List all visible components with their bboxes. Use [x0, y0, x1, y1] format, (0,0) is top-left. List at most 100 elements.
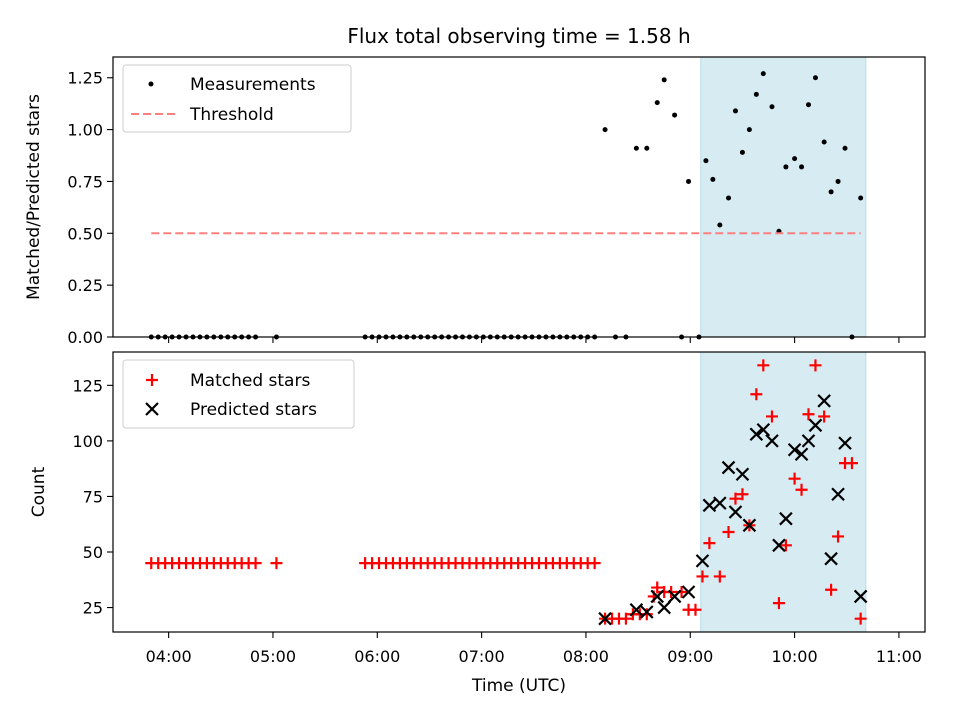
- y-tick-label: 125: [72, 376, 103, 395]
- matched-star-point: [270, 557, 283, 570]
- predicted-star-point: [629, 603, 644, 617]
- measurement-point: [746, 127, 752, 133]
- measurement-point: [760, 71, 766, 77]
- predicted-star-point: [756, 423, 771, 437]
- matched-star-point: [832, 530, 845, 543]
- matched-star-point: [588, 557, 601, 570]
- predicted-star-point: [801, 434, 816, 448]
- y-tick-label: 100: [72, 432, 103, 451]
- matched-star-point: [722, 526, 735, 538]
- legend-threshold-label: Threshold: [189, 105, 274, 125]
- measurement-point: [661, 77, 667, 83]
- bottom-highlight-span: [700, 351, 867, 633]
- matched-star-point: [703, 537, 716, 550]
- matched-star-point: [729, 492, 742, 505]
- y-tick-label: 1.25: [67, 69, 103, 88]
- x-tick-label: 04:00: [146, 647, 192, 666]
- predicted-star-point: [853, 589, 868, 604]
- legend-measurements-dot-icon: [148, 81, 154, 87]
- bottom-legend: Matched stars Predicted stars: [122, 359, 355, 429]
- measurement-point: [821, 139, 827, 145]
- y-tick-label: 0.00: [67, 328, 103, 347]
- y-tick-label: 0.75: [67, 172, 103, 191]
- matched-star-point: [788, 472, 801, 485]
- predicted-star-point: [728, 505, 743, 519]
- measurement-point: [753, 91, 759, 97]
- bottom-y-axis-label: Count: [29, 466, 49, 517]
- matched-star-point: [713, 570, 726, 583]
- measurement-point: [812, 75, 818, 81]
- y-tick-label: 0.50: [67, 224, 103, 243]
- legend-matched-label: Matched stars: [190, 371, 310, 391]
- matched-star-point: [736, 488, 749, 501]
- predicted-star-point: [838, 436, 852, 450]
- predicted-star-point: [742, 518, 757, 533]
- bottom-x-axis-label: Time (UTC): [471, 676, 566, 696]
- matched-star-point: [696, 570, 709, 583]
- predicted-star-point: [640, 605, 654, 619]
- predicted-star-point: [794, 447, 809, 461]
- x-tick-label: 08:00: [563, 647, 609, 666]
- y-tick-label: 75: [83, 487, 103, 506]
- predicted-star-point: [681, 585, 696, 599]
- measurement-point: [739, 149, 745, 155]
- predicted-star-point: [713, 496, 727, 510]
- predicted-star-point: [824, 551, 838, 566]
- measurement-point: [783, 164, 789, 170]
- matched-star-point: [765, 410, 778, 423]
- measurement-point: [602, 127, 608, 133]
- measurement-point: [672, 112, 678, 118]
- bottom-axes-frame: [112, 351, 926, 633]
- matched-star-point: [640, 608, 653, 621]
- top-legend: Measurements Threshold: [122, 64, 352, 133]
- measurement-point: [710, 176, 716, 182]
- predicted-star-point: [695, 554, 710, 568]
- x-tick-label: 05:00: [250, 647, 296, 666]
- top-x-ticks: [168, 337, 900, 343]
- measurement-point: [858, 195, 864, 201]
- predicted-star-point: [650, 589, 665, 604]
- y-tick-label: 25: [83, 599, 103, 618]
- measurement-point: [717, 222, 723, 228]
- x-tick-label: 09:00: [667, 647, 713, 666]
- measurement-point: [732, 108, 738, 114]
- bottom-series-layer: [145, 359, 868, 626]
- bottom-panel: 25 50 75 100 125 04:00 05:00 06:00 07:00 08:00 09…: [29, 351, 926, 696]
- top-y-axis: 0.00 0.25 0.50 0.75 1.00 1.25: [67, 69, 113, 347]
- legend-matched-plus-icon: [146, 374, 158, 386]
- predicted-star-point: [831, 487, 845, 501]
- top-y-axis-label: Matched/Predicted stars: [24, 94, 44, 300]
- predicted-star-point: [772, 538, 786, 553]
- measurement-point: [726, 195, 732, 201]
- top-highlight-span: [700, 56, 867, 338]
- predicted-star-point: [657, 600, 671, 615]
- predicted-star-point: [735, 467, 750, 481]
- bottom-y-axis: 25 50 75 100 125: [72, 376, 113, 618]
- matched-star-point: [619, 612, 632, 625]
- legend-measurements-label: Measurements: [190, 75, 316, 95]
- matched-star-point: [779, 539, 792, 552]
- matched-star-point: [825, 583, 838, 596]
- x-tick-label: 07:00: [459, 647, 505, 666]
- measurement-point: [686, 178, 692, 184]
- measurement-point: [703, 158, 709, 164]
- x-tick-label: 11:00: [876, 647, 922, 666]
- measurement-point: [806, 102, 812, 108]
- x-tick-label: 10:00: [772, 647, 818, 666]
- x-tick-label: 06:00: [354, 647, 400, 666]
- matched-star-point: [772, 597, 785, 610]
- measurement-point: [828, 189, 834, 195]
- bottom-x-axis: 04:00 05:00 06:00 07:00 08:00 09:00 10:00 11:00: [146, 632, 922, 666]
- y-tick-label: 1.00: [67, 121, 103, 140]
- top-series-layer: [148, 71, 864, 340]
- predicted-star-point: [817, 394, 831, 408]
- matched-star-point: [651, 581, 664, 594]
- measurement-point: [835, 178, 841, 184]
- y-tick-label: 0.25: [67, 276, 103, 295]
- matched-star-point: [802, 408, 815, 421]
- matched-star-point: [689, 603, 702, 616]
- bottom-legend-box: [122, 359, 355, 429]
- y-tick-label: 50: [83, 543, 103, 562]
- top-legend-box: [122, 64, 352, 133]
